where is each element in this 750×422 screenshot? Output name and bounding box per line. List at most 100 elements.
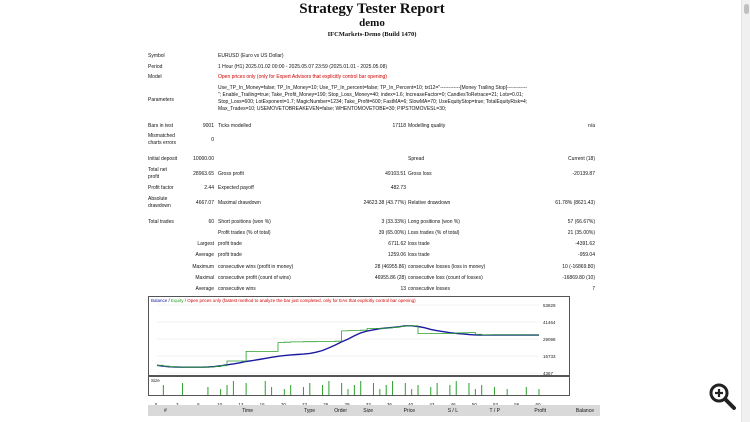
x-tick-label: 26 <box>323 402 329 407</box>
account-name: demo <box>359 17 385 29</box>
spread-label: Spread <box>408 156 425 162</box>
model-value: Open prices only (only for Expert Adviso… <box>218 74 387 80</box>
y-tick-label: 53829 <box>543 303 556 308</box>
size-bar <box>302 387 304 395</box>
x-tick-label: 16 <box>260 402 266 407</box>
size-bar <box>506 389 508 395</box>
size-bar <box>220 389 222 395</box>
zoom-in-icon[interactable] <box>707 381 737 411</box>
largest-label: Largest <box>197 241 214 247</box>
balance-line <box>156 325 539 368</box>
size-bar <box>411 389 413 395</box>
profit-factor-label: Profit factor <box>148 185 174 191</box>
abs-drawdown-label: Absolute <box>148 196 168 202</box>
size-bar <box>232 381 234 395</box>
initial-deposit-label: Initial deposit <box>148 156 178 162</box>
size-bar <box>245 383 247 395</box>
size-bar <box>493 387 495 395</box>
max-cons-wins-value: 28 (46955.86) <box>374 264 406 270</box>
gross-loss-value: -20139.87 <box>572 171 595 177</box>
col-price: Price <box>403 408 415 414</box>
total-trades-label: Total trades <box>148 219 174 225</box>
maximal-cons-loss-value: -16869.80 (10) <box>562 275 595 281</box>
x-tick-label: 53 <box>493 402 499 407</box>
max-cons-losses-value: 10 (-16869.80) <box>562 264 595 270</box>
y-tick-label: 41464 <box>543 320 556 325</box>
size-bar <box>538 389 540 395</box>
model-label: Model <box>148 74 162 80</box>
expected-payoff-value: 482.73 <box>390 185 406 191</box>
size-bar <box>347 389 349 395</box>
max-cons-losses-label: consecutive losses (loss in money) <box>408 264 486 270</box>
size-bar <box>271 387 273 395</box>
avg-cons-losses-label: consecutive losses <box>408 286 450 292</box>
avg-profit-label: profit trade <box>218 252 242 258</box>
x-tick-label: 3 <box>176 402 179 407</box>
loss-trades-value: 21 (35.00%) <box>567 230 595 236</box>
size-label: Size <box>151 378 160 383</box>
avg-cons-wins-value: 13 <box>400 286 406 292</box>
x-tick-label: 33 <box>366 402 372 407</box>
size-bar <box>162 385 164 395</box>
balance-equity-chart: Balance / Equity / Open prices only (fas… <box>148 296 570 376</box>
mismatch-label: Mismatched <box>148 133 175 139</box>
parameters-label: Parameters <box>148 97 174 103</box>
parameters-line: Use_TP_In_Money=false; TP_In_Money=10; U… <box>218 85 528 91</box>
period-label: Period <box>148 64 163 70</box>
y-tick-label: 4367 <box>543 371 554 375</box>
size-bar <box>226 385 228 395</box>
size-bar <box>404 383 406 395</box>
rel-drawdown-value: 61.78% (8621.43) <box>555 200 595 206</box>
size-bars-svg <box>162 381 540 395</box>
largest-loss-value: -4391.62 <box>575 241 595 247</box>
max-drawdown-value: 24623.38 (43.77%) <box>363 200 406 206</box>
x-tick-label: 50 <box>472 402 478 407</box>
avg-profit-value: 1259.06 <box>387 252 406 258</box>
y-tick-label: 16733 <box>543 354 556 359</box>
size-bar <box>372 383 374 395</box>
initial-deposit-value: 10000.00 <box>193 156 214 162</box>
size-bar <box>264 381 266 395</box>
x-tick-label: 43 <box>429 402 435 407</box>
parameters-line: Max_Trades=10; USEMOVETOBREAKEVEN=false;… <box>218 106 447 112</box>
size-bar <box>283 389 285 395</box>
long-positions-value: 57 (66.67%) <box>567 219 595 225</box>
x-tick-label: 20 <box>281 402 287 407</box>
size-bar <box>379 389 381 395</box>
largest-profit-label: profit trade <box>218 241 242 247</box>
size-bar <box>353 385 355 395</box>
net-profit-label-2: profit <box>148 174 160 180</box>
parameters-line: "; Enable_Trailing=true; Take_Profit_Mon… <box>218 92 524 98</box>
size-bar <box>468 383 470 395</box>
scrollbar-thumb[interactable] <box>744 4 749 14</box>
x-axis-svg: 03610131620232629333640434650535660 <box>155 402 541 407</box>
x-tick-label: 36 <box>387 402 393 407</box>
legend-equity: Equity <box>171 298 184 303</box>
x-tick-label: 0 <box>155 402 158 407</box>
symbol-label: Symbol <box>148 53 165 59</box>
col-tp: T / P <box>489 408 500 414</box>
size-bar <box>392 381 394 395</box>
chart-legend: Balance / Equity / Open prices only (fas… <box>151 298 416 304</box>
size-bar <box>385 385 387 395</box>
profit-trades-label: Profit trades (% of total) <box>218 230 271 236</box>
maximum-label: Maximum <box>192 264 214 270</box>
maximal-cons-profit-label: consecutive profit (count of wins) <box>218 275 291 281</box>
legend-separator: / <box>167 298 172 303</box>
mismatch-label-2: charts errors <box>148 140 177 146</box>
short-positions-value: 3 (33.33%) <box>381 219 406 225</box>
x-tick-label: 60 <box>535 402 541 407</box>
quality-value: n/a <box>588 123 595 129</box>
loss-trades-label: Loss trades (% of total) <box>408 230 460 236</box>
ticks-label: Ticks modelled <box>218 123 252 129</box>
parameters-line: Stop_Loss=600; LotExponent=1.7; MagicNum… <box>218 99 528 105</box>
x-tick-label: 23 <box>302 402 308 407</box>
average-label-2: Average <box>195 286 214 292</box>
x-axis: 03610131620232629333640434650535660 <box>148 395 568 407</box>
maximal-cons-loss-label: consecutive loss (count of losses) <box>408 275 483 281</box>
col-size: Size <box>363 408 373 414</box>
size-bar <box>436 383 438 395</box>
total-trades-value: 60 <box>208 219 214 225</box>
vertical-scrollbar[interactable] <box>741 0 750 422</box>
long-positions-label: Long positions (won %) <box>408 219 460 225</box>
